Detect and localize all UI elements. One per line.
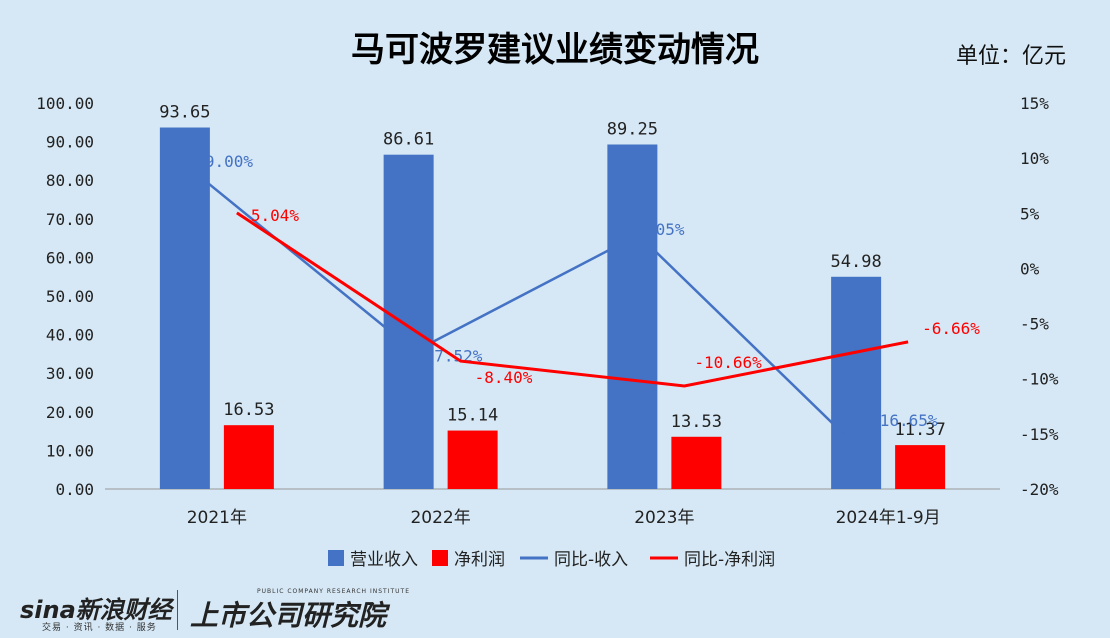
revenue-bar [159,127,210,490]
revenue-growth-label: 9.00% [205,152,254,171]
left-tick-label: 80.00 [46,171,94,190]
revenue-bar-label: 54.98 [831,252,882,272]
category-label: 2022年 [410,508,470,528]
legend-label: 净利润 [454,550,505,570]
legend-label: 同比-收入 [554,550,628,570]
logo-divider [177,590,178,630]
legend-swatch [432,550,448,566]
revenue-bar-label: 89.25 [607,119,658,139]
footer-logos: sina新浪财经 交易 · 资讯 · 数据 · 服务 PUBLIC COMPAN… [12,588,432,633]
left-tick-label: 10.00 [46,441,94,460]
profit-growth-label: -8.40% [475,368,533,387]
right-tick-label: 5% [1020,204,1040,223]
sina-logo-sub: 交易 · 资讯 · 数据 · 服务 [42,623,157,633]
left-tick-label: 30.00 [46,364,94,383]
left-tick-label: 90.00 [46,133,94,152]
left-tick-label: 60.00 [46,248,94,267]
left-tick-label: 100.00 [36,94,94,113]
profit-bar [223,425,274,489]
profit-growth-label: -10.66% [694,353,762,372]
right-tick-label: 0% [1020,259,1040,278]
unit-label: 单位：亿元 [955,44,1066,69]
left-tick-label: 40.00 [46,326,94,345]
revenue-bar-label: 86.61 [383,130,434,150]
profit-bar-label: 16.53 [223,400,274,420]
profit-growth-label: 5.04% [251,206,300,225]
revenue-growth-line [190,168,863,453]
profit-bar [447,430,498,489]
left-tick-label: 0.00 [55,480,94,499]
legend-swatch [328,550,344,566]
profit-bar [895,445,946,489]
chart-title: 马可波罗建议业绩变动情况 [351,30,759,70]
left-tick-label: 70.00 [46,210,94,229]
legend-label: 同比-净利润 [684,550,775,570]
profit-bar-label: 13.53 [671,412,722,432]
profit-bar [671,436,722,489]
right-tick-label: 10% [1020,149,1049,168]
category-label: 2024年1-9月 [836,508,941,528]
revenue-bar-label: 93.65 [159,103,210,123]
profit-growth-label: -6.66% [922,319,980,338]
institute-logo-sub: PUBLIC COMPANY RESEARCH INSTITUTE [257,588,410,595]
legend-label: 营业收入 [350,550,418,570]
revenue-bar [607,144,658,489]
revenue-growth-label: 3.05% [636,220,685,239]
right-tick-label: -20% [1020,480,1059,499]
revenue-bar [383,154,434,489]
profit-bar-label: 15.14 [447,406,498,426]
profit-growth-line [236,211,909,388]
sina-logo: sina新浪财经 [20,596,172,624]
institute-logo: 上市公司研究院 [190,599,387,632]
revenue-growth-label: -16.65% [870,411,938,430]
right-tick-label: -15% [1020,425,1059,444]
right-tick-label: -5% [1020,315,1049,334]
right-tick-label: -10% [1020,370,1059,389]
category-label: 2021年 [187,508,247,528]
left-tick-label: 20.00 [46,403,94,422]
left-tick-label: 50.00 [46,287,94,306]
right-tick-label: 15% [1020,94,1049,113]
category-label: 2023年 [634,508,694,528]
revenue-bar [831,276,882,489]
profit-bar-label: 11.37 [895,420,946,440]
